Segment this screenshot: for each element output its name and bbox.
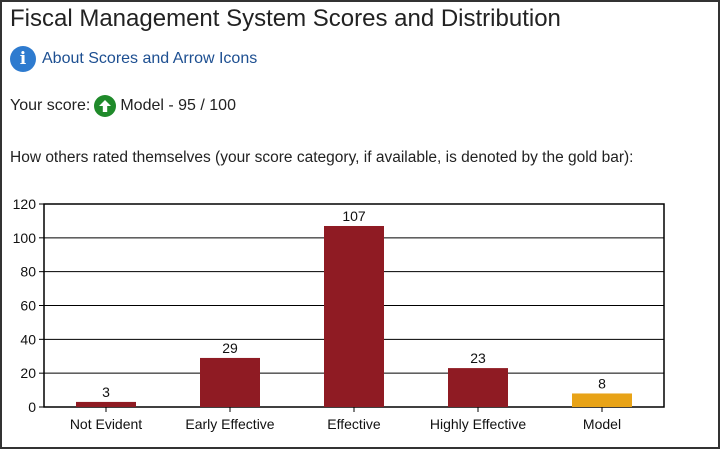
- x-tick-label: Highly Effective: [430, 416, 526, 432]
- x-tick-label: Not Evident: [70, 416, 142, 432]
- your-score: Your score: Model - 95 / 100: [10, 95, 236, 117]
- bar-value-label: 23: [470, 350, 486, 366]
- x-tick-label: Model: [583, 416, 621, 432]
- x-tick-label: Effective: [327, 416, 381, 432]
- page-title: Fiscal Management System Scores and Dist…: [10, 5, 561, 32]
- about-scores-link-label: About Scores and Arrow Icons: [42, 50, 258, 67]
- y-tick-label: 40: [20, 331, 36, 347]
- info-icon: i: [10, 46, 36, 72]
- distribution-description: How others rated themselves (your score …: [10, 149, 634, 166]
- bar-value-label: 8: [598, 375, 606, 391]
- bar-value-label: 29: [222, 340, 238, 356]
- your-score-label: Your score:: [10, 97, 91, 114]
- your-score-value: Model - 95 / 100: [120, 97, 236, 114]
- y-tick-label: 120: [13, 196, 37, 212]
- y-tick-label: 80: [20, 264, 36, 280]
- up-arrow-icon: [94, 95, 117, 117]
- bar-value-label: 3: [102, 384, 110, 400]
- y-tick-label: 20: [20, 365, 36, 381]
- bar: [76, 401, 136, 407]
- y-tick-label: 100: [13, 230, 37, 246]
- bar-value-label: 107: [342, 208, 366, 224]
- bar: [324, 225, 384, 407]
- about-scores-link[interactable]: i About Scores and Arrow Icons: [10, 46, 257, 72]
- bar: [572, 393, 632, 407]
- bar: [200, 357, 260, 407]
- score-distribution-chart: 0 20 40 60 80 100 120 3 Not Evident 29 Early Effec…: [13, 196, 665, 432]
- x-tick-label: Early Effective: [185, 416, 274, 432]
- bar: [448, 368, 508, 407]
- y-tick-label: 0: [28, 399, 36, 415]
- y-tick-label: 60: [20, 298, 36, 314]
